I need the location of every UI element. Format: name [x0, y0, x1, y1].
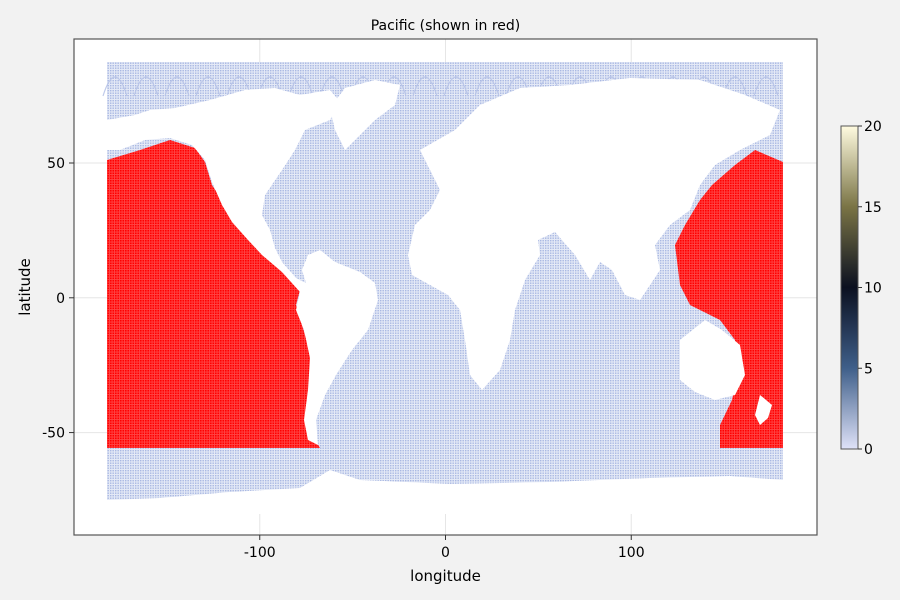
- polar-fan-arc: [412, 76, 438, 97]
- chart-title: Pacific (shown in red): [371, 18, 521, 34]
- colorbar-ticks: 0 5 10 15 20: [858, 119, 882, 458]
- polar-fan-arc: [133, 76, 159, 97]
- y-tick-label: -50: [42, 426, 65, 442]
- x-axis-label: longitude: [410, 567, 481, 585]
- y-tick-label: 0: [56, 291, 65, 307]
- polar-fan-arc: [443, 76, 469, 97]
- americas-landmass: [107, 88, 378, 445]
- australia-landmass: [680, 320, 745, 400]
- new-zealand-landmass: [755, 395, 772, 425]
- polar-fan-arc: [288, 76, 314, 97]
- colorbar-tick-label: 20: [864, 119, 882, 135]
- map-data-layer: [102, 62, 783, 514]
- x-tick-label: 0: [441, 545, 450, 561]
- x-axis-ticks: -100 0 100: [244, 535, 645, 561]
- afro-eurasia-landmass: [408, 78, 780, 390]
- x-tick-label: -100: [244, 545, 276, 561]
- y-axis-ticks: -50 0 50: [42, 156, 74, 442]
- colorbar: [840, 125, 859, 450]
- pacific-west-region: [675, 150, 783, 448]
- pacific-east-region: [107, 140, 320, 448]
- y-axis-label: latitude: [16, 258, 34, 316]
- polar-fan-arc: [102, 76, 128, 97]
- polar-fan-arc: [195, 76, 221, 97]
- polar-fan-arc: [319, 76, 345, 97]
- polar-fan-arc: [164, 76, 190, 97]
- y-tick-label: 50: [47, 156, 65, 172]
- antarctica-landmass: [107, 470, 783, 514]
- colorbar-tick-label: 0: [864, 442, 873, 458]
- polar-fan-arc: [474, 76, 500, 97]
- greenland-landmass: [330, 80, 400, 150]
- colorbar-tick-label: 5: [864, 361, 873, 377]
- colorbar-tick-label: 15: [864, 200, 882, 216]
- polar-fan-arc: [753, 76, 779, 97]
- colorbar-tick-label: 10: [864, 281, 882, 297]
- x-tick-label: 100: [618, 545, 645, 561]
